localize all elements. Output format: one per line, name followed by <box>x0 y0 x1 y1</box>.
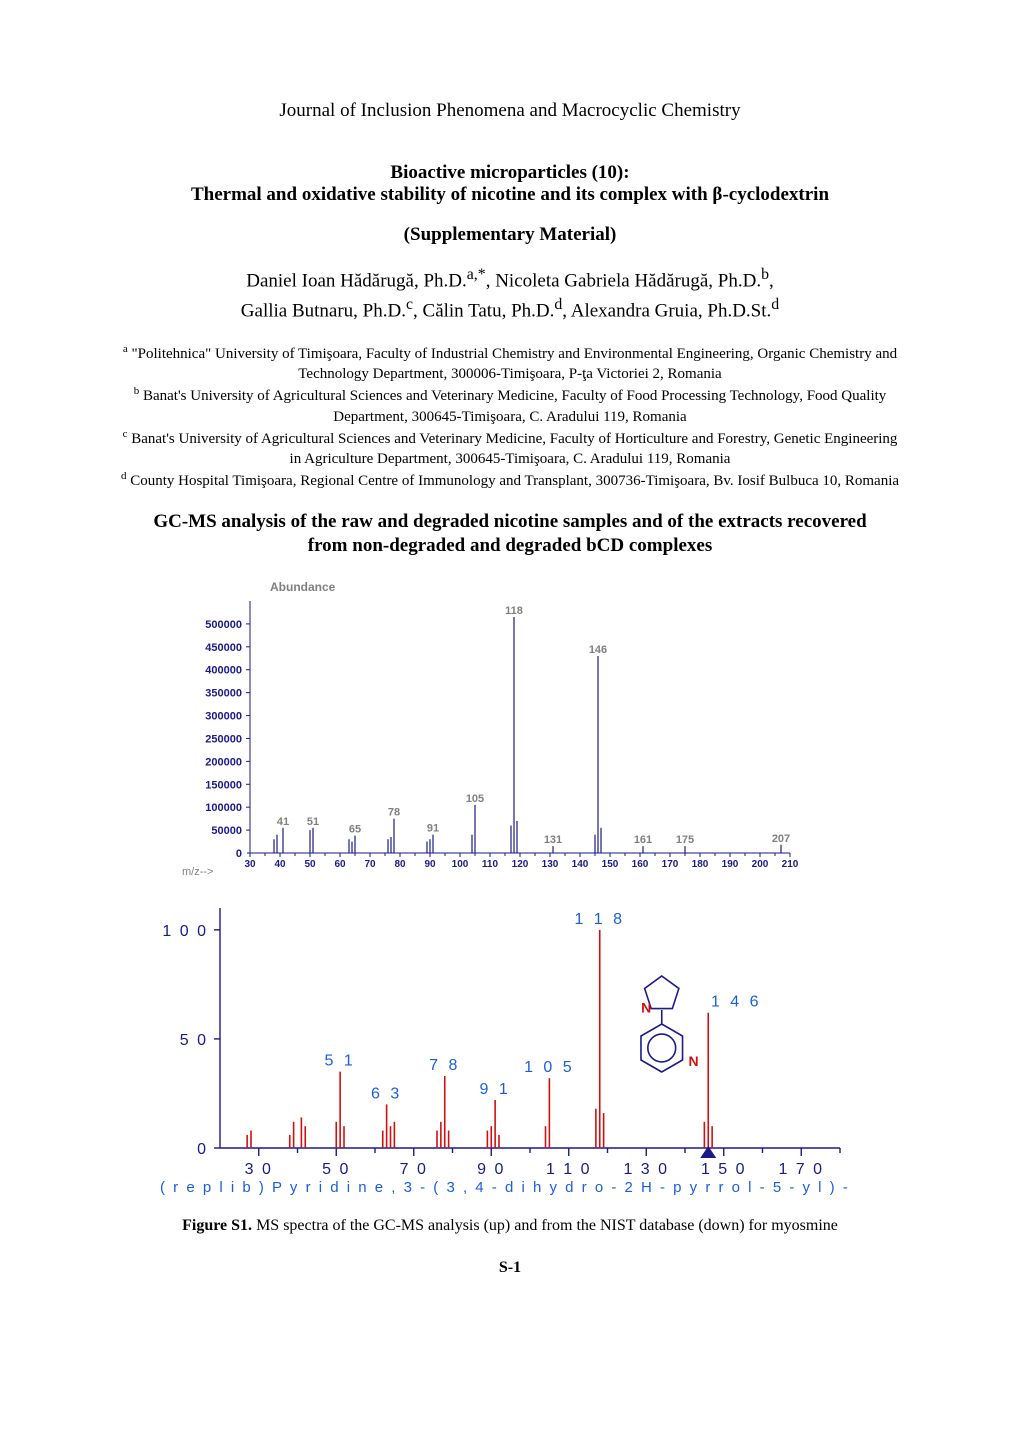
svg-text:161: 161 <box>634 834 652 846</box>
page-number: S-1 <box>120 1259 900 1277</box>
caption-bold: Figure S1. <box>182 1217 252 1234</box>
svg-text:40: 40 <box>274 859 286 870</box>
svg-text:0: 0 <box>236 848 242 860</box>
svg-text:100000: 100000 <box>205 802 242 814</box>
svg-text:65: 65 <box>349 824 361 836</box>
svg-text:110: 110 <box>482 859 499 870</box>
page: Journal of Inclusion Phenomena and Macro… <box>0 0 1020 1317</box>
svg-text:1 4 6: 1 4 6 <box>711 994 762 1011</box>
section-line-1: GC-MS analysis of the raw and degraded n… <box>153 511 866 532</box>
svg-text:5 1: 5 1 <box>325 1053 356 1070</box>
svg-text:m/z-->: m/z--> <box>182 866 213 877</box>
svg-text:5 0: 5 0 <box>322 1161 350 1178</box>
svg-text:9 1: 9 1 <box>480 1081 511 1098</box>
svg-text:500000: 500000 <box>205 619 242 631</box>
svg-text:1 0 0: 1 0 0 <box>162 923 208 940</box>
figure-caption: Figure S1. MS spectra of the GC-MS analy… <box>120 1217 900 1235</box>
svg-text:207: 207 <box>772 833 790 845</box>
svg-text:N: N <box>689 1053 699 1069</box>
svg-text:200000: 200000 <box>205 756 242 768</box>
svg-text:6 3: 6 3 <box>371 1085 402 1102</box>
svg-text:1 1 8: 1 1 8 <box>574 911 625 928</box>
svg-text:100: 100 <box>452 859 469 870</box>
svg-text:90: 90 <box>424 859 436 870</box>
svg-text:( r e p l i b ) P y r i d: ( r e p l i b ) P y r i d i n e , 3 - ( … <box>160 1179 850 1196</box>
svg-text:131: 131 <box>544 834 562 846</box>
affiliations: a "Politehnica" University of Timişoara,… <box>120 342 900 492</box>
svg-text:200: 200 <box>752 859 769 870</box>
subtitle-supp-material: (Supplementary Material) <box>120 224 900 246</box>
svg-text:0: 0 <box>197 1141 208 1158</box>
svg-text:450000: 450000 <box>205 642 242 654</box>
svg-text:50000: 50000 <box>211 825 242 837</box>
svg-text:300000: 300000 <box>205 711 242 723</box>
svg-text:7 8: 7 8 <box>429 1057 460 1074</box>
ms-spectrum-top: Abundance 50000 100000 150000 200000 250000 30… <box>180 577 800 877</box>
svg-text:400000: 400000 <box>205 665 242 677</box>
svg-text:250000: 250000 <box>205 734 242 746</box>
svg-text:50: 50 <box>304 859 316 870</box>
svg-text:118: 118 <box>505 605 523 617</box>
svg-text:60: 60 <box>334 859 346 870</box>
ms-spectrum-bottom: 0 5 0 1 0 0 3 0 5 0 7 0 9 0 1 1 0 1 3 0 1 5 0 1 7 … <box>140 888 860 1198</box>
section-heading: GC-MS analysis of the raw and degraded n… <box>120 510 900 559</box>
svg-text:1 5 0: 1 5 0 <box>701 1161 747 1178</box>
svg-text:30: 30 <box>244 859 256 870</box>
title-line-2: Thermal and oxidative stability of nicot… <box>120 184 900 206</box>
journal-name: Journal of Inclusion Phenomena and Macro… <box>120 100 900 122</box>
svg-text:1 1 0: 1 1 0 <box>546 1161 592 1178</box>
svg-text:7 0: 7 0 <box>400 1161 428 1178</box>
svg-text:190: 190 <box>722 859 739 870</box>
svg-text:80: 80 <box>394 859 406 870</box>
svg-text:3 0: 3 0 <box>245 1161 273 1178</box>
svg-text:146: 146 <box>589 644 607 656</box>
svg-text:1 3 0: 1 3 0 <box>623 1161 669 1178</box>
svg-text:130: 130 <box>542 859 559 870</box>
svg-text:150000: 150000 <box>205 779 242 791</box>
svg-text:70: 70 <box>364 859 376 870</box>
svg-text:51: 51 <box>307 816 319 828</box>
svg-text:120: 120 <box>512 859 529 870</box>
svg-text:1 0 5: 1 0 5 <box>524 1059 575 1076</box>
caption-rest: MS spectra of the GC-MS analysis (up) an… <box>252 1217 838 1234</box>
svg-text:N: N <box>641 1000 651 1016</box>
authors: Daniel Ioan Hădărugă, Ph.D.a,*, Nicoleta… <box>120 264 900 324</box>
svg-text:180: 180 <box>692 859 709 870</box>
svg-text:105: 105 <box>466 793 484 805</box>
title-line-1: Bioactive microparticles (10): <box>120 162 900 184</box>
svg-text:5 0: 5 0 <box>180 1032 208 1049</box>
svg-text:170: 170 <box>662 859 679 870</box>
svg-text:1 7 0: 1 7 0 <box>778 1161 824 1178</box>
svg-text:160: 160 <box>632 859 649 870</box>
svg-text:175: 175 <box>676 834 694 846</box>
svg-text:91: 91 <box>427 823 439 835</box>
svg-text:140: 140 <box>572 859 589 870</box>
svg-text:41: 41 <box>277 816 289 828</box>
svg-text:210: 210 <box>782 859 799 870</box>
figure-s1: Abundance 50000 100000 150000 200000 250000 30… <box>120 577 900 1203</box>
svg-text:350000: 350000 <box>205 688 242 700</box>
svg-text:150: 150 <box>602 859 619 870</box>
svg-text:78: 78 <box>388 807 400 819</box>
svg-text:Abundance: Abundance <box>270 580 336 594</box>
section-line-2: from non-degraded and degraded bCD compl… <box>308 535 712 556</box>
svg-text:9 0: 9 0 <box>477 1161 505 1178</box>
